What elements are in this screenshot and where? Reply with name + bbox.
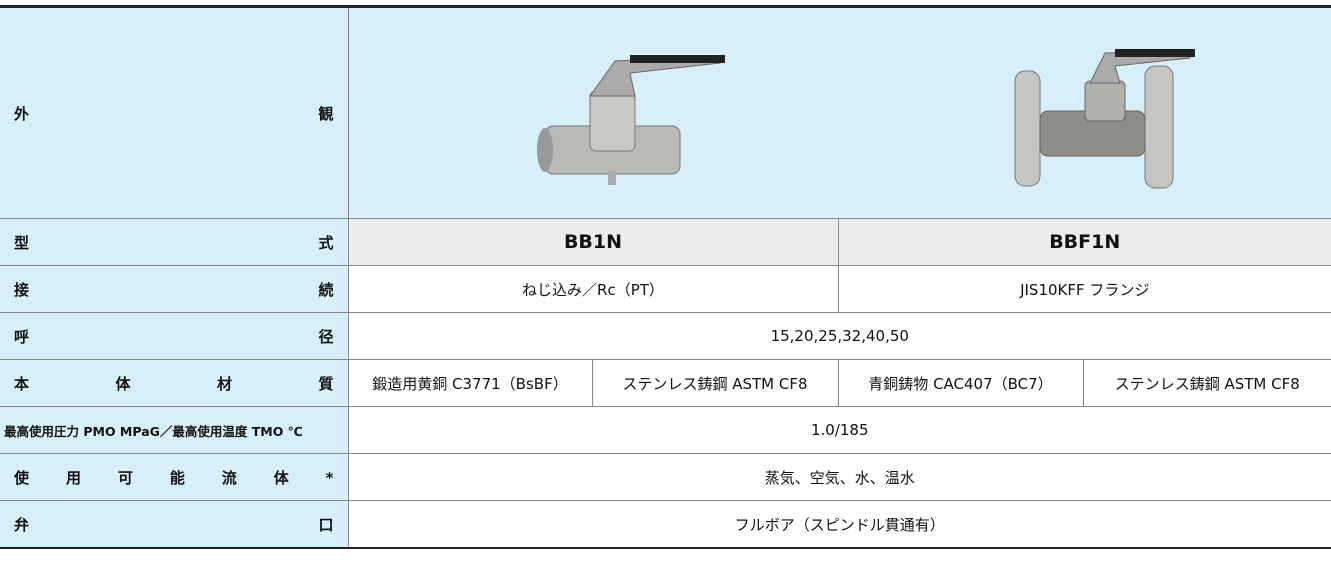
cell: 青銅鋳物 CAC407（BC7） (837, 359, 1083, 407)
cell: 1.0/185 (347, 406, 1331, 454)
cell: ねじ込み／Rc（PT） (347, 265, 838, 313)
cell: フルボア（スピンドル貫通有） (347, 500, 1331, 549)
image-cell (347, 6, 1331, 219)
row-label: 型式 (0, 218, 348, 266)
cell: ステンレス鋳鋼 ASTM CF8 (591, 359, 838, 407)
row-label: 本体材質 (0, 359, 348, 407)
row-label: 使用可能流体* (0, 453, 348, 501)
cell: BBF1N (837, 218, 1331, 266)
cell: ステンレス鋳鋼 ASTM CF8 (1082, 359, 1331, 407)
valve-bbf1n (1014, 49, 1195, 189)
row-label: 弁口 (0, 500, 348, 549)
cell: 鍛造用黄銅 C3771（BsBF） (347, 359, 592, 407)
row-label: 呼径 (0, 312, 348, 360)
valve-bb1n (536, 55, 725, 185)
row-label: 最高使用圧力 PMO MPaG／最高使用温度 TMO ℃ (0, 406, 348, 454)
spec-table: 外観 型式 BB1N BBF1N 接続 ねじ込み／Rc（PT） JIS10KFF フラン… (0, 5, 1331, 549)
row-label: 接続 (0, 265, 348, 313)
cell: 蒸気、空気、水、温水 (347, 453, 1331, 501)
cell: BB1N (347, 218, 838, 266)
row-label: 外観 (0, 6, 348, 219)
valve-images (536, 49, 1195, 189)
appearance-row: 外観 (0, 6, 1331, 219)
cell: JIS10KFF フランジ (837, 265, 1331, 313)
cell: 15,20,25,32,40,50 (347, 312, 1331, 360)
